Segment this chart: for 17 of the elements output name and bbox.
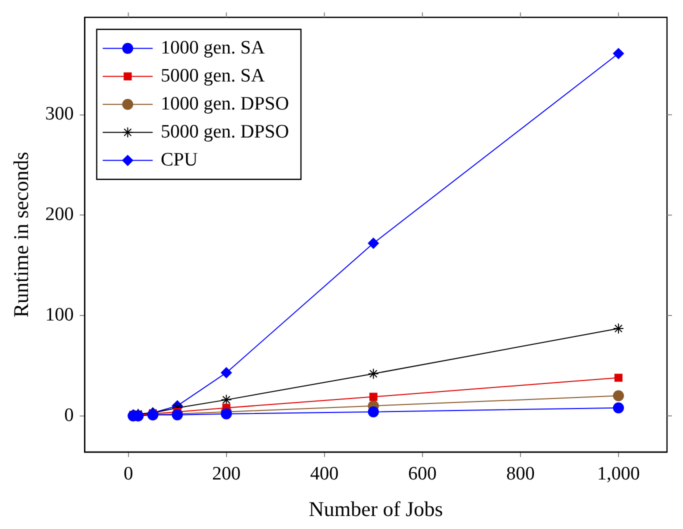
x-tick-label: 0 <box>124 463 134 484</box>
y-tick-label: 300 <box>45 104 74 125</box>
legend-label: 5000 gen. SA <box>160 65 265 86</box>
y-tick-label: 0 <box>64 404 74 426</box>
legend-label: 5000 gen. DPSO <box>160 121 289 142</box>
x-axis-title: Number of Jobs <box>308 496 443 521</box>
legend-label: CPU <box>160 149 198 170</box>
legend-label: 1000 gen. DPSO <box>160 93 289 114</box>
x-tick-label: 1,000 <box>597 463 640 484</box>
y-tick-label: 100 <box>45 304 74 326</box>
y-axis-title: Runtime in seconds <box>9 152 34 318</box>
y-tick-label: 200 <box>45 204 74 226</box>
x-tick-label: 400 <box>310 463 339 484</box>
x-tick-label: 200 <box>212 463 241 484</box>
legend-label: 1000 gen. SA <box>160 37 265 58</box>
x-tick-label: 800 <box>506 463 535 484</box>
x-tick-label: 600 <box>408 463 437 484</box>
